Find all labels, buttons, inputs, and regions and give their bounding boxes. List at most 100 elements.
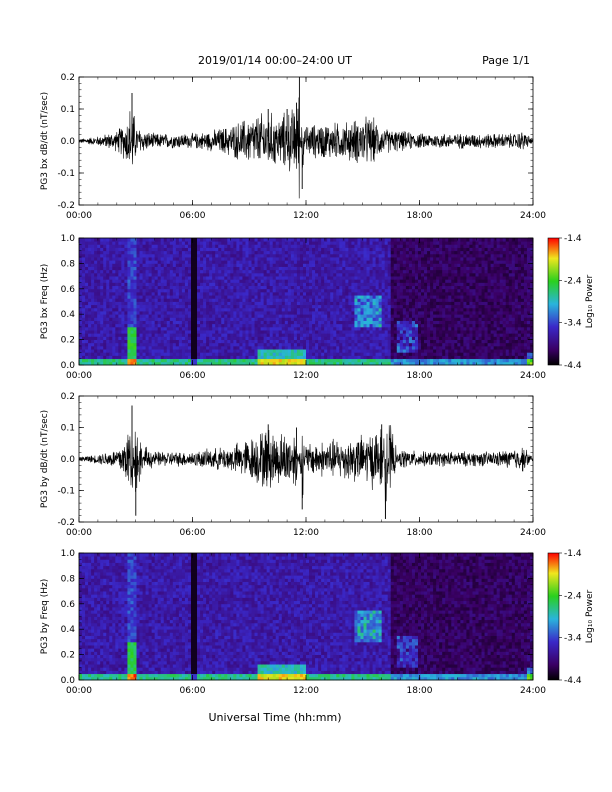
heatmap-cell bbox=[414, 336, 419, 340]
heatmap-cell bbox=[227, 342, 231, 347]
heatmap-cell bbox=[436, 257, 440, 261]
heatmap-cell bbox=[209, 320, 213, 325]
heatmap-cell bbox=[127, 276, 131, 280]
heatmap-cell bbox=[421, 326, 425, 331]
heatmap-cell bbox=[197, 253, 201, 258]
heatmap-cell bbox=[224, 298, 228, 302]
heatmap-cell bbox=[248, 298, 252, 302]
heatmap-cell bbox=[233, 323, 237, 328]
heatmap-cell bbox=[333, 272, 337, 277]
heatmap-cell bbox=[357, 276, 361, 280]
heatmap-cell bbox=[109, 241, 113, 245]
heatmap-cell bbox=[339, 241, 343, 245]
heatmap-cell bbox=[393, 311, 398, 315]
heatmap-cell bbox=[354, 257, 358, 261]
heatmap-cell bbox=[302, 238, 307, 242]
heatmap-cell bbox=[221, 336, 225, 340]
heatmap-cell bbox=[142, 253, 146, 258]
heatmap-cell bbox=[184, 263, 189, 267]
heatmap-cell bbox=[248, 330, 252, 334]
heatmap-cell bbox=[402, 269, 407, 274]
heatmap-cell bbox=[106, 330, 110, 334]
heatmap-cell bbox=[427, 241, 431, 245]
heatmap-cell bbox=[384, 279, 389, 283]
heatmap-cell bbox=[85, 238, 89, 242]
heatmap-cell bbox=[299, 298, 304, 302]
heatmap-cell bbox=[163, 282, 168, 287]
heatmap-cell bbox=[139, 333, 143, 337]
heatmap-cell bbox=[115, 358, 119, 363]
heatmap-cell bbox=[106, 298, 110, 302]
heatmap-cell bbox=[315, 326, 319, 331]
heatmap-cell bbox=[408, 269, 413, 274]
heatmap-cell bbox=[227, 320, 231, 325]
heatmap-cell bbox=[417, 339, 422, 344]
heatmap-cell bbox=[402, 295, 407, 299]
heatmap-cell bbox=[187, 269, 192, 274]
heatmap-cell bbox=[227, 241, 231, 245]
heatmap-cell bbox=[224, 247, 228, 252]
heatmap-cell bbox=[172, 333, 177, 337]
heatmap-cell bbox=[336, 336, 340, 340]
heatmap-cell bbox=[236, 244, 240, 248]
heatmap-cell bbox=[124, 339, 128, 344]
heatmap-cell bbox=[330, 339, 334, 344]
heatmap-cell bbox=[278, 288, 283, 293]
heatmap-cell bbox=[181, 298, 186, 302]
heatmap-cell bbox=[354, 352, 358, 356]
heatmap-cell bbox=[218, 291, 222, 296]
heatmap-cell bbox=[411, 250, 416, 255]
heatmap-cell bbox=[442, 323, 446, 328]
heatmap-cell bbox=[245, 320, 249, 325]
heatmap-cell bbox=[290, 244, 295, 248]
heatmap-cell bbox=[272, 301, 277, 306]
heatmap-cell bbox=[227, 253, 231, 258]
heatmap-cell bbox=[299, 314, 304, 318]
heatmap-cell bbox=[142, 282, 146, 287]
heatmap-cell bbox=[236, 253, 240, 258]
heatmap-cell bbox=[306, 238, 310, 242]
heatmap-cell bbox=[194, 250, 198, 255]
heatmap-cell bbox=[393, 314, 398, 318]
heatmap-cell bbox=[299, 361, 304, 366]
heatmap-cell bbox=[345, 314, 349, 318]
heatmap-cell bbox=[160, 304, 165, 309]
heatmap-cell bbox=[130, 269, 134, 274]
heatmap-cell bbox=[227, 272, 231, 277]
heatmap-cell bbox=[112, 352, 116, 356]
heatmap-cell bbox=[121, 291, 125, 296]
heatmap-cell bbox=[124, 260, 128, 264]
heatmap-cell bbox=[296, 282, 301, 287]
heatmap-cell bbox=[242, 301, 246, 306]
heatmap-cell bbox=[275, 311, 280, 315]
heatmap-cell bbox=[339, 266, 343, 271]
heatmap-cell bbox=[309, 263, 313, 267]
heatmap-cell bbox=[251, 295, 255, 299]
heatmap-cell bbox=[436, 317, 440, 321]
heatmap-cell bbox=[157, 326, 162, 331]
heatmap-cell bbox=[197, 326, 201, 331]
heatmap-cell bbox=[97, 279, 101, 283]
heatmap-cell bbox=[442, 295, 446, 299]
heatmap-cell bbox=[318, 355, 322, 360]
heatmap-cell bbox=[360, 272, 364, 277]
heatmap-cell bbox=[348, 361, 352, 366]
heatmap-cell bbox=[411, 266, 416, 271]
heatmap-cell bbox=[272, 349, 277, 353]
heatmap-cell bbox=[299, 241, 304, 245]
heatmap-cell bbox=[133, 317, 137, 321]
heatmap-cell bbox=[312, 241, 316, 245]
heatmap-cell bbox=[139, 285, 143, 290]
heatmap-cell bbox=[175, 238, 180, 242]
heatmap-cell bbox=[354, 247, 358, 252]
heatmap-cell bbox=[142, 241, 146, 245]
heatmap-cell bbox=[109, 244, 113, 248]
heatmap-cell bbox=[82, 323, 86, 328]
heatmap-cell bbox=[293, 352, 298, 356]
heatmap-cell bbox=[82, 352, 86, 356]
heatmap-cell bbox=[369, 257, 373, 261]
heatmap-cell bbox=[287, 253, 292, 258]
heatmap-cell bbox=[215, 333, 219, 337]
heatmap-cell bbox=[272, 307, 277, 312]
heatmap-cell bbox=[136, 238, 140, 242]
